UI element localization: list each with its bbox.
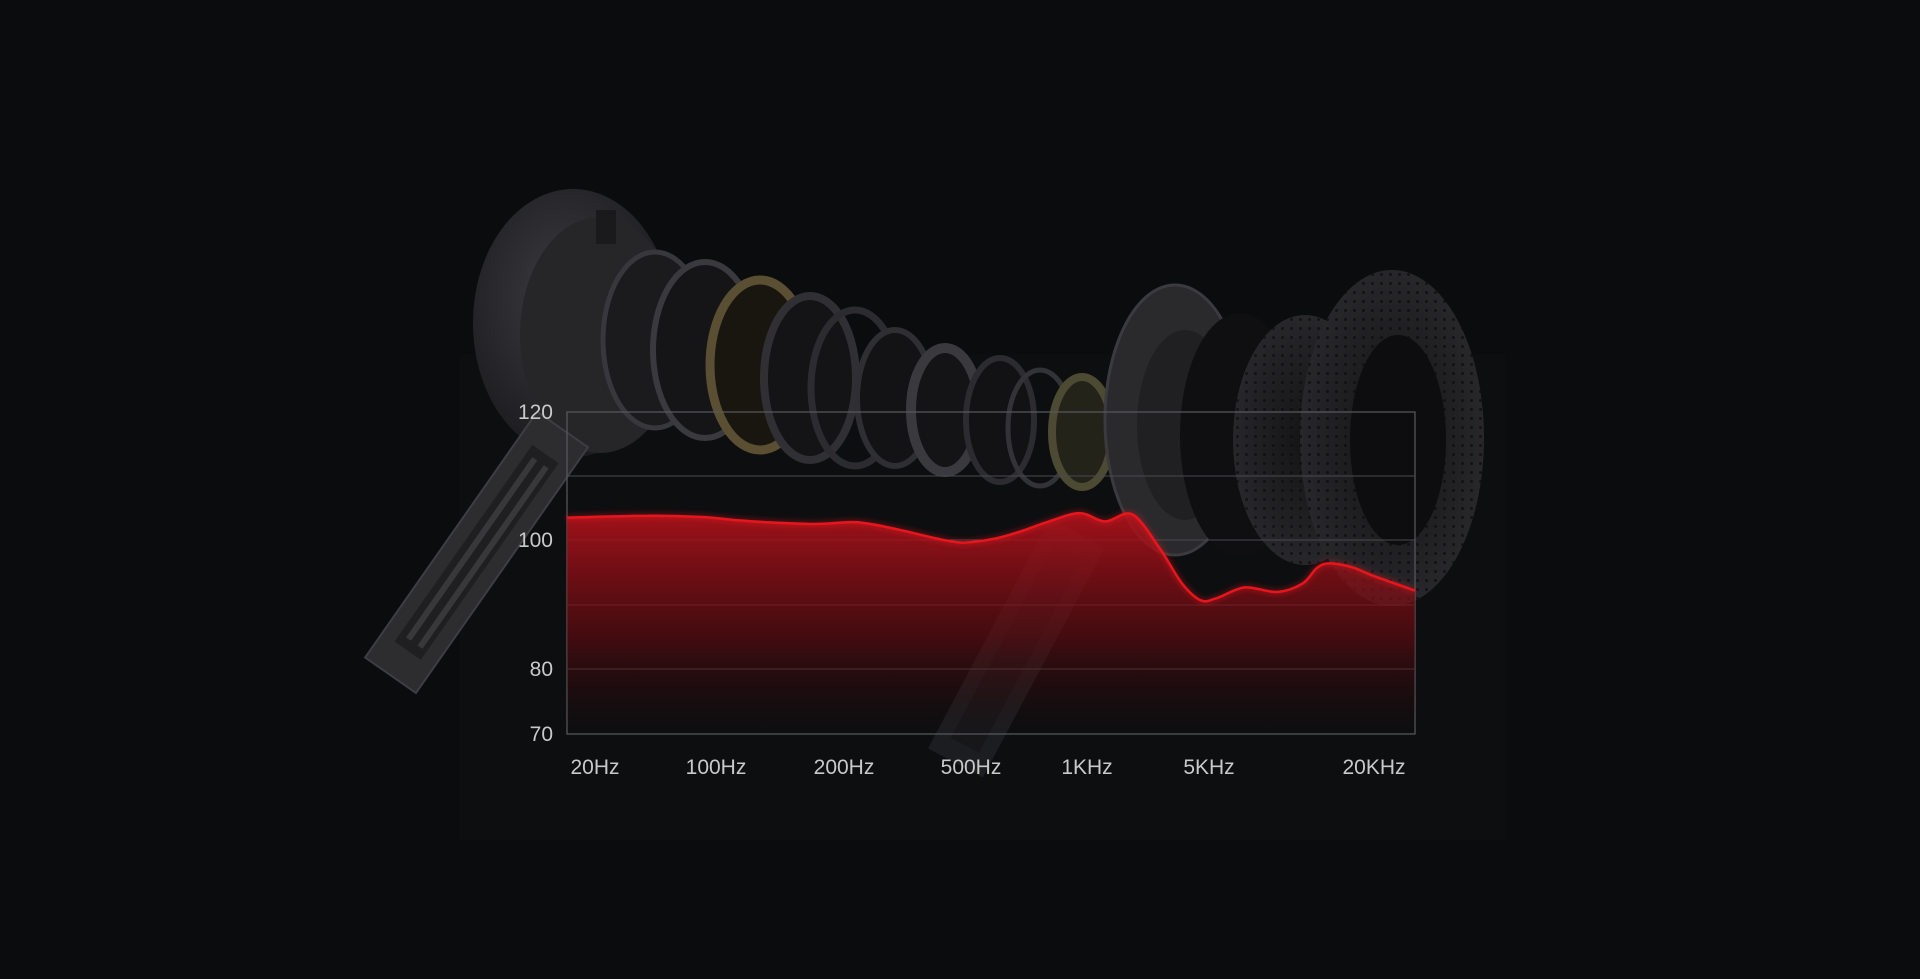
ear-pad-hole: [1350, 335, 1446, 545]
response-line: [566, 511, 1416, 603]
x-tick-label: 1KHz: [1061, 756, 1112, 779]
x-tick-label: 20Hz: [570, 756, 619, 779]
x-tick-label: 500Hz: [941, 756, 1002, 779]
response-area: [567, 513, 1415, 734]
y-axis-ticks: 120 100 80 70: [518, 401, 553, 746]
slider-arm: [363, 410, 590, 695]
driver-cone: [1048, 373, 1116, 491]
x-tick-label: 20KHz: [1342, 756, 1405, 779]
x-tick-label: 200Hz: [814, 756, 875, 779]
headphone-exploded-illustration: [363, 189, 1505, 840]
x-tick-label: 5KHz: [1183, 756, 1234, 779]
ear-cup-connector: [596, 210, 616, 244]
x-axis-ticks: 20Hz 100Hz 200Hz 500Hz 1KHz 5KHz 20KHz: [570, 756, 1405, 779]
y-tick-label: 70: [530, 723, 553, 746]
y-tick-label: 80: [530, 658, 553, 681]
x-tick-label: 100Hz: [686, 756, 747, 779]
y-tick-label: 100: [518, 529, 553, 552]
y-tick-label: 120: [518, 401, 553, 424]
